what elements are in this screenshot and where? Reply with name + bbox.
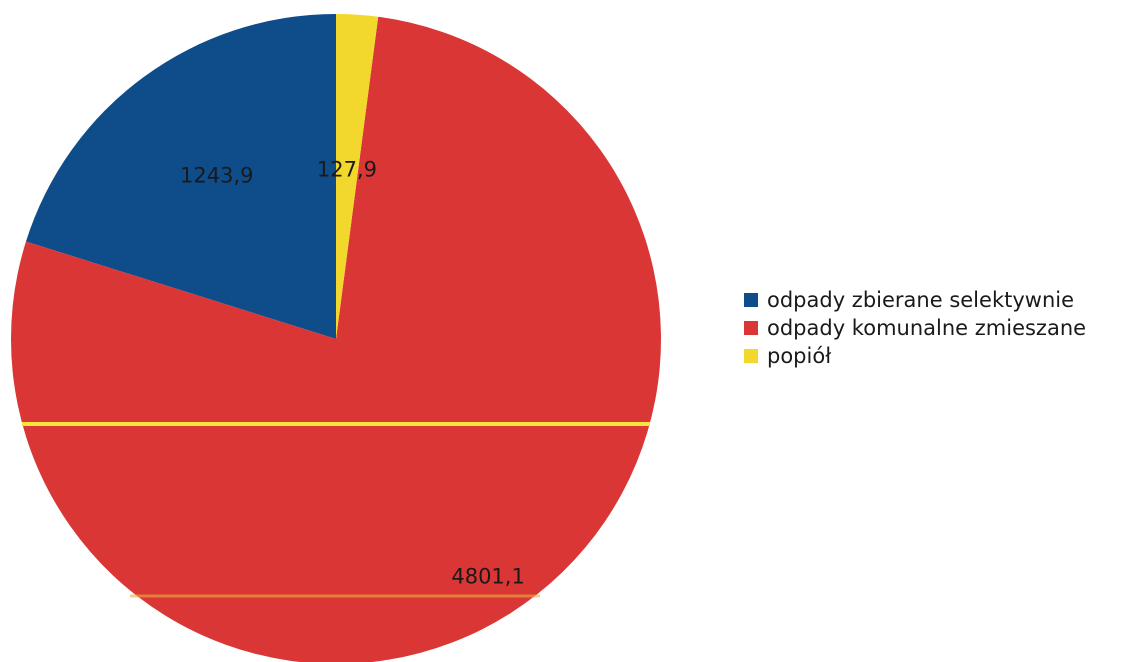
legend-label-ash: popiół [767, 344, 832, 368]
legend: odpady zbierane selektywnie odpady komun… [744, 286, 1086, 370]
pie-slice-ash [336, 14, 379, 339]
data-label-mixed: 4801,1 [451, 564, 524, 588]
legend-swatch-ash [744, 349, 758, 363]
pie-slice-selective [25, 14, 336, 339]
data-label-ash: 127,9 [317, 157, 377, 181]
legend-label-selective: odpady zbierane selektywnie [767, 288, 1075, 312]
legend-label-mixed: odpady komunalne zmieszane [767, 316, 1087, 340]
legend-item-mixed: odpady komunalne zmieszane [744, 314, 1086, 342]
data-label-selective: 1243,9 [180, 164, 253, 188]
pie-slices [11, 14, 661, 662]
legend-swatch-selective [744, 293, 758, 307]
legend-swatch-mixed [744, 321, 758, 335]
legend-item-selective: odpady zbierane selektywnie [744, 286, 1086, 314]
legend-item-ash: popiół [744, 342, 1086, 370]
pie-data-labels: 1243,9 4801,1 127,9 [180, 157, 525, 588]
pie-slice-mixed [11, 16, 661, 662]
